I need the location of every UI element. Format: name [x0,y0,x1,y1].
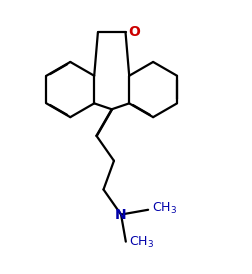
Text: N: N [115,207,126,222]
Text: CH$_3$: CH$_3$ [151,201,176,216]
Text: CH$_3$: CH$_3$ [129,235,154,250]
Text: O: O [128,25,140,39]
